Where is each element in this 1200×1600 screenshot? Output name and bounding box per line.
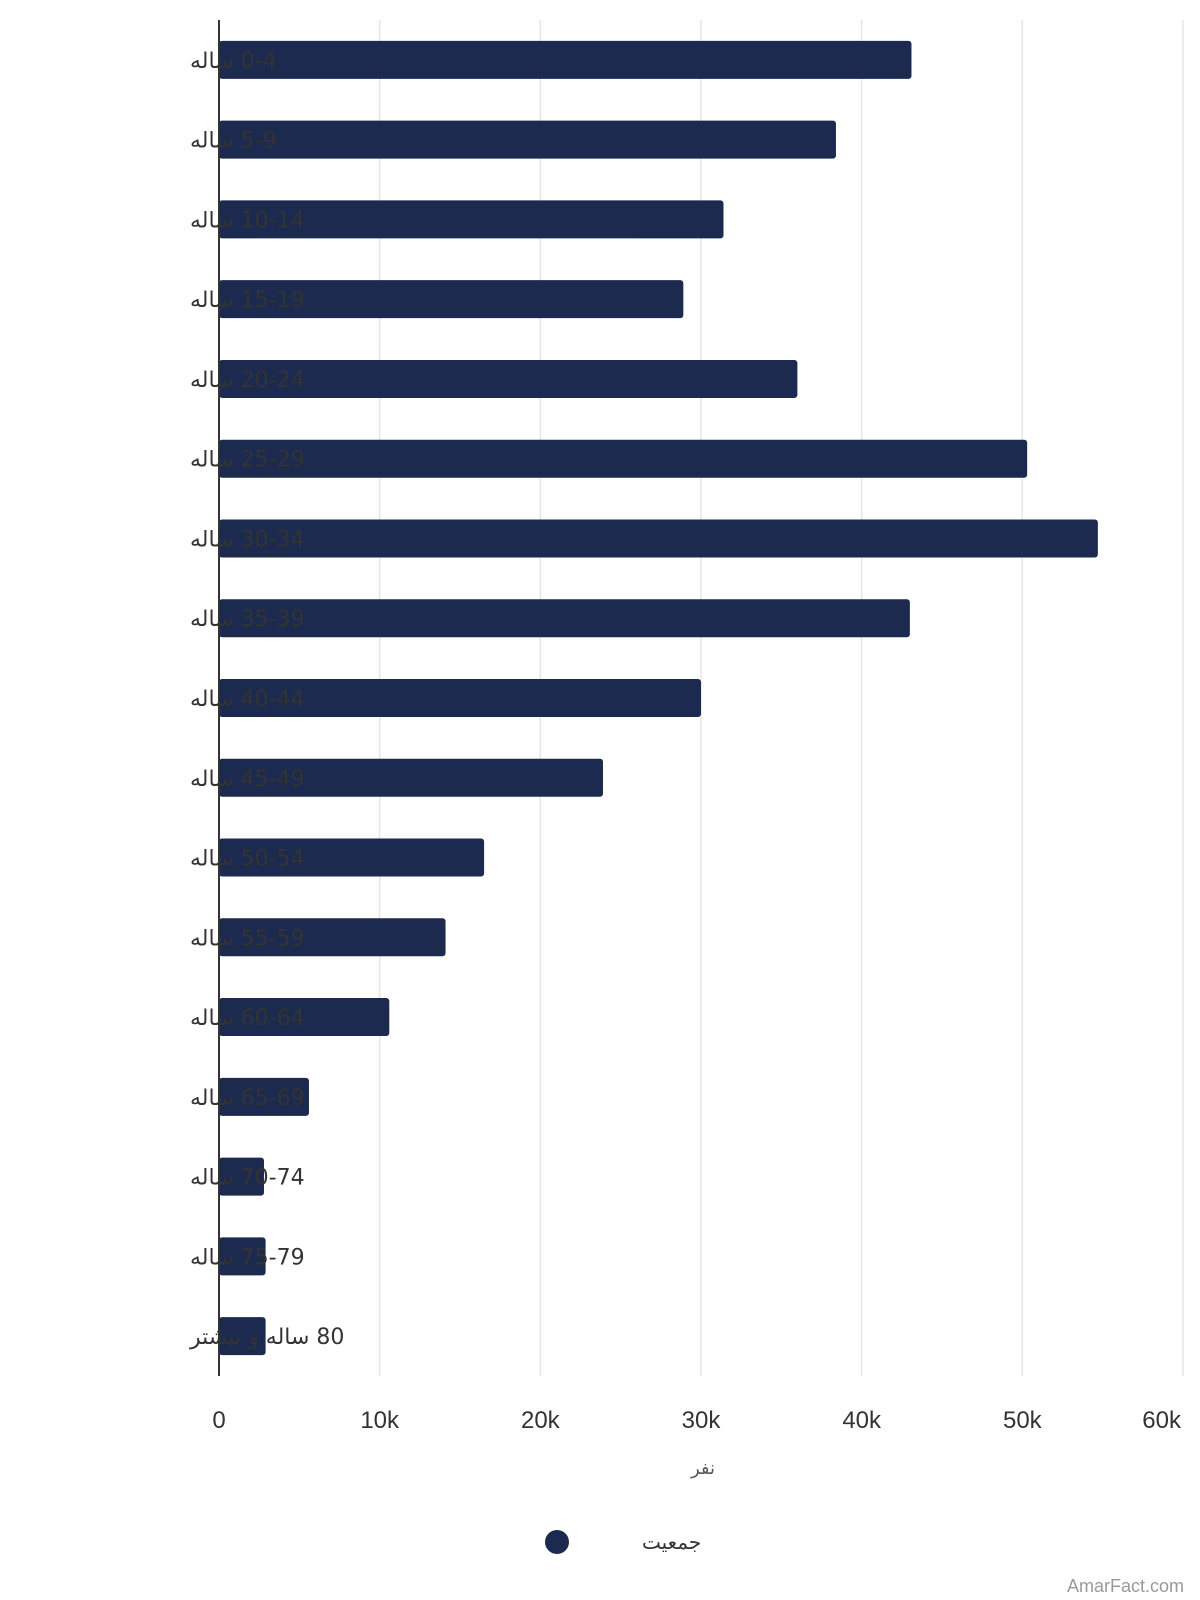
- category-label: 50-54 ساله: [190, 847, 305, 872]
- category-label: 75-79 ساله: [190, 1245, 305, 1270]
- x-tick-label: 10k: [360, 1407, 400, 1434]
- bar[interactable]: [219, 1237, 266, 1276]
- category-labels: 0-4 ساله 5-9 ساله 10-14 ساله 15-19 ساله 20-2…: [189, 49, 344, 1350]
- category-label: 35-39 ساله: [190, 607, 305, 632]
- category-label: 45-49 ساله: [190, 767, 305, 792]
- bar[interactable]: [219, 599, 910, 638]
- x-tick-label: 40k: [842, 1407, 882, 1434]
- bar[interactable]: [219, 439, 1028, 478]
- category-label: 40-44 ساله: [190, 687, 305, 712]
- x-tick-label: 50k: [1003, 1407, 1043, 1434]
- bar[interactable]: [219, 200, 724, 239]
- category-label: 5-9 ساله: [190, 129, 277, 154]
- bar[interactable]: [219, 120, 836, 159]
- bar[interactable]: [219, 998, 390, 1037]
- bar[interactable]: [219, 1157, 264, 1196]
- x-tick-label: 0: [212, 1407, 225, 1434]
- category-label: 10-14 ساله: [190, 208, 305, 233]
- category-label: 80 ساله و بیشتر: [189, 1325, 344, 1350]
- x-axis-title: نفر: [690, 1458, 715, 1479]
- category-label: 30-34 ساله: [190, 527, 305, 552]
- bars: [219, 40, 1098, 1356]
- bar[interactable]: [219, 519, 1098, 558]
- category-label: 70-74 ساله: [190, 1166, 305, 1191]
- bar[interactable]: [219, 1077, 309, 1116]
- bar[interactable]: [219, 918, 446, 957]
- category-label: 65-69 ساله: [190, 1086, 305, 1111]
- bar[interactable]: [219, 679, 701, 717]
- category-label: 0-4 ساله: [190, 49, 277, 74]
- category-label: 55-59 ساله: [190, 926, 305, 951]
- category-label: 60-64 ساله: [190, 1006, 305, 1031]
- legend[interactable]: جمعیت: [545, 1530, 701, 1554]
- bar[interactable]: [219, 280, 684, 319]
- x-tick-label: 60k: [1142, 1407, 1182, 1434]
- bar[interactable]: [219, 1317, 266, 1356]
- legend-label: جمعیت: [642, 1530, 701, 1554]
- category-label: 15-19 ساله: [190, 288, 305, 313]
- watermark: AmarFact.com: [1067, 1576, 1184, 1596]
- category-label: 25-29 ساله: [190, 448, 305, 473]
- bar[interactable]: [219, 838, 485, 877]
- x-tick-label: 30k: [682, 1407, 722, 1434]
- bar[interactable]: [219, 359, 798, 398]
- x-tick-label: 20k: [521, 1407, 561, 1434]
- bar[interactable]: [219, 40, 912, 79]
- bar[interactable]: [219, 758, 603, 797]
- x-tick-labels: 0 10k 20k 30k 40k 50k 60k: [212, 1407, 1182, 1434]
- legend-marker-icon: [545, 1530, 569, 1554]
- category-label: 20-24 ساله: [190, 368, 305, 393]
